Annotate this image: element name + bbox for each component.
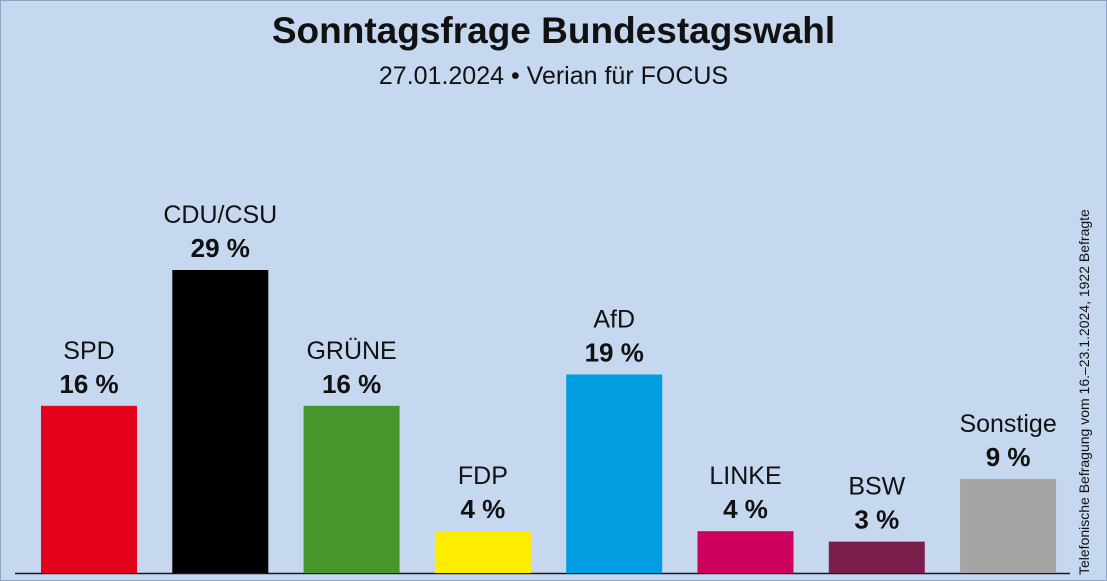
bar-gr-ne (303, 405, 400, 573)
category-label-sonstige: Sonstige (959, 410, 1056, 438)
value-label-afd: 19 % (585, 337, 644, 367)
bar-cdu-csu (172, 270, 269, 573)
bar-sonstige (960, 478, 1057, 573)
category-label-spd: SPD (63, 337, 114, 365)
category-label-fdp: FDP (458, 462, 508, 490)
category-label-bsw: BSW (848, 473, 905, 501)
category-label-afd: AfD (593, 305, 635, 333)
category-label-linke: LINKE (709, 462, 781, 490)
category-label-cdu-csu: CDU/CSU (163, 201, 277, 229)
bar-linke (697, 531, 794, 573)
value-label-fdp: 4 % (460, 494, 505, 524)
bar-bsw (828, 541, 925, 573)
bar-spd (41, 405, 137, 573)
chart-title: Sonntagsfrage Bundestagswahl (271, 10, 836, 51)
value-label-gr-ne: 16 % (322, 369, 381, 399)
value-label-cdu-csu: 29 % (191, 233, 250, 263)
value-label-bsw: 3 % (854, 505, 899, 535)
value-label-linke: 4 % (723, 494, 768, 524)
chart-subtitle: 27.01.2024 • Verian für FOCUS (378, 62, 729, 90)
value-label-sonstige: 9 % (986, 442, 1031, 472)
bar-afd (566, 374, 663, 573)
category-label-gr-ne: GRÜNE (306, 337, 396, 365)
value-label-spd: 16 % (59, 369, 118, 399)
bar-fdp (434, 531, 531, 573)
